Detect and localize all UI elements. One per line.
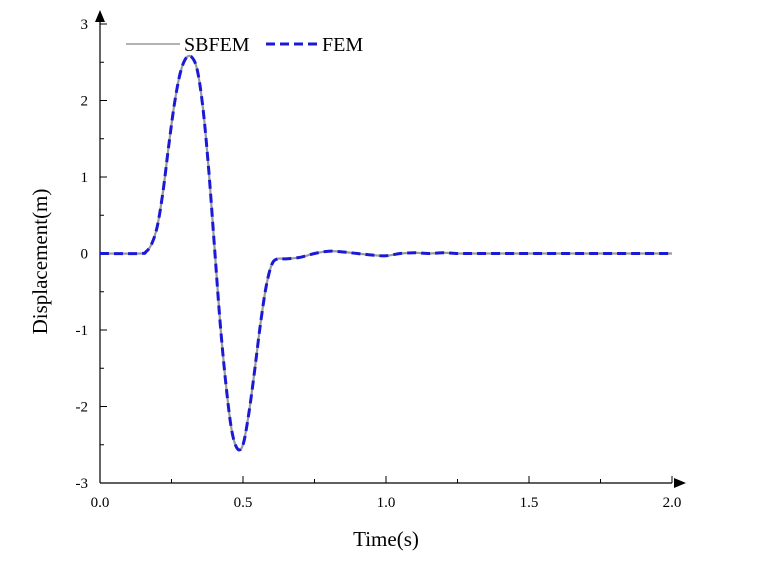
legend-label-fem: FEM bbox=[322, 34, 363, 56]
series-layer bbox=[99, 54, 673, 452]
axis-titles: Time(s) Displacement(m) bbox=[28, 189, 419, 551]
axes: 0.0 0.5 1.0 1.5 2.0 -3 -2 -1 0 1 2 3 bbox=[76, 10, 686, 511]
x-axis-title: Time(s) bbox=[353, 527, 419, 551]
y-tick-label: 3 bbox=[81, 17, 89, 33]
series-line-sbfem bbox=[99, 54, 673, 452]
y-tick-label: -2 bbox=[76, 400, 89, 416]
y-tick-label: 1 bbox=[81, 170, 89, 186]
legend-label-sbfem: SBFEM bbox=[184, 34, 250, 56]
legend: SBFEM FEM bbox=[126, 34, 363, 56]
x-tick-label: 1.5 bbox=[520, 495, 539, 511]
y-tick-label: 2 bbox=[81, 94, 89, 110]
x-tick-label: 2.0 bbox=[663, 495, 682, 511]
y-tick-label: -3 bbox=[76, 476, 89, 492]
y-axis-title: Displacement(m) bbox=[28, 189, 52, 335]
x-tick-label: 1.0 bbox=[377, 495, 396, 511]
series-line-fem bbox=[99, 54, 673, 452]
y-tick-label: -1 bbox=[76, 323, 89, 339]
x-tick-label: 0.0 bbox=[91, 495, 110, 511]
y-axis-arrow bbox=[95, 10, 105, 22]
x-axis-arrow bbox=[674, 478, 686, 488]
x-tick-label: 0.5 bbox=[234, 495, 253, 511]
y-tick-label: 0 bbox=[81, 247, 89, 263]
